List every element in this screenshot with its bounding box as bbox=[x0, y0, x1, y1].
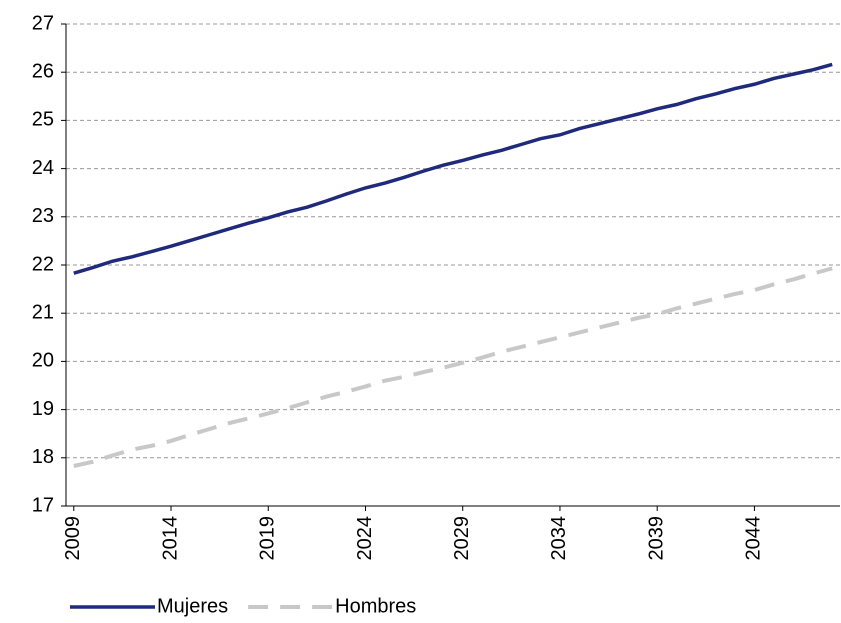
y-tick-label: 21 bbox=[32, 301, 54, 323]
legend-label: Mujeres bbox=[157, 595, 228, 617]
x-tick-label: 2034 bbox=[548, 516, 570, 561]
y-tick-label: 17 bbox=[32, 494, 54, 516]
x-tick-label: 2039 bbox=[645, 516, 667, 561]
y-tick-label: 18 bbox=[32, 446, 54, 468]
y-tick-label: 24 bbox=[32, 157, 54, 179]
x-tick-label: 2019 bbox=[257, 516, 279, 561]
x-tick-label: 2014 bbox=[159, 516, 181, 561]
x-tick-label: 2044 bbox=[743, 516, 765, 561]
legend-label: Hombres bbox=[335, 595, 416, 617]
y-tick-label: 19 bbox=[32, 398, 54, 420]
y-tick-label: 27 bbox=[32, 12, 54, 34]
y-tick-label: 20 bbox=[32, 350, 54, 372]
series-line bbox=[73, 62, 833, 275]
x-tick-label: 2029 bbox=[451, 516, 473, 561]
series-line bbox=[73, 266, 833, 468]
y-tick-label: 23 bbox=[32, 205, 54, 227]
x-tick-label: 2024 bbox=[354, 516, 376, 561]
y-tick-label: 26 bbox=[32, 60, 54, 82]
y-tick-label: 22 bbox=[32, 253, 54, 275]
x-tick-label: 2009 bbox=[62, 516, 84, 561]
y-tick-label: 25 bbox=[32, 109, 54, 131]
